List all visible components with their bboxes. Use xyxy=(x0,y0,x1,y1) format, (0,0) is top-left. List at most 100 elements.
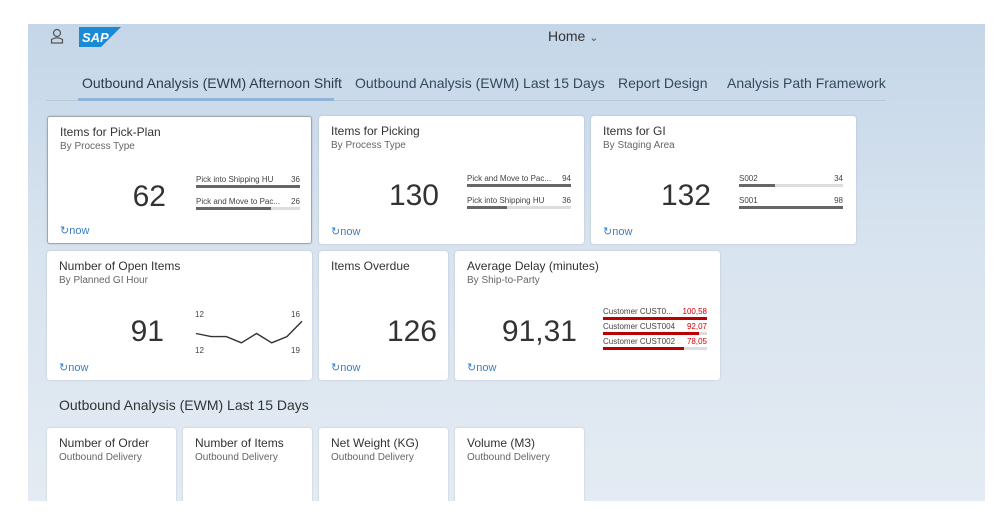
tab-analysis-path[interactable]: Analysis Path Framework xyxy=(727,75,886,91)
bar-label: Customer CUST002 xyxy=(603,337,676,346)
section-title: Outbound Analysis (EWM) Last 15 Days xyxy=(59,397,309,413)
bar-label: Pick and Move to Pac... xyxy=(196,197,281,206)
refresh-status: ↻now xyxy=(331,226,361,238)
sparkline xyxy=(195,320,303,344)
bar-track xyxy=(196,185,300,188)
bar-label: Pick into Shipping HU xyxy=(467,196,545,205)
tile-title: Number of Open Items xyxy=(59,259,181,273)
sparkline-label: 12 xyxy=(195,346,204,355)
refresh-icon: ↻ xyxy=(331,226,341,238)
tile-subtitle: By Staging Area xyxy=(603,140,675,151)
tile-subtitle: By Planned GI Hour xyxy=(59,275,148,286)
tile-value: 130 xyxy=(388,179,439,212)
sap-logo[interactable]: SAP xyxy=(79,27,121,47)
tile-items-pick-plan[interactable]: Items for Pick-Plan By Process Type 62 P… xyxy=(47,116,312,244)
bar-value: 100,58 xyxy=(682,307,707,316)
tile-average-delay[interactable]: Average Delay (minutes) By Ship-to-Party… xyxy=(455,251,720,380)
tile-volume[interactable]: Volume (M3) Outbound Delivery xyxy=(455,428,584,501)
tab-last-15-days[interactable]: Outbound Analysis (EWM) Last 15 Days xyxy=(355,75,605,91)
tile-subtitle: Outbound Delivery xyxy=(331,452,414,463)
tile-items-gi[interactable]: Items for GI By Staging Area 132 S002 34 S… xyxy=(591,116,856,244)
bar-value: 78,05 xyxy=(686,337,707,346)
bar-label: S001 xyxy=(739,196,758,205)
tile-subtitle: By Process Type xyxy=(60,141,135,152)
refresh-icon: ↻ xyxy=(59,362,69,374)
bar-track xyxy=(603,332,707,335)
tile-title: Number of Items xyxy=(195,436,284,450)
bar-label: Customer CUST0... xyxy=(603,307,673,316)
bar-value: 36 xyxy=(562,196,571,205)
sparkline-path xyxy=(195,320,303,344)
tile-subtitle: Outbound Delivery xyxy=(467,452,550,463)
launchpad-shell: SAP Home ⌄ Outbound Analysis (EWM) After… xyxy=(28,24,985,501)
tile-value: 91,31 xyxy=(501,315,577,348)
refresh-status: ↻now xyxy=(603,226,633,238)
tile-subtitle: By Process Type xyxy=(331,140,406,151)
tile-title: Average Delay (minutes) xyxy=(467,259,599,273)
bar-value: 36 xyxy=(291,175,300,184)
refresh-icon: ↻ xyxy=(467,362,477,374)
bar-value: 26 xyxy=(291,197,300,206)
tile-subtitle: By Ship-to-Party xyxy=(467,275,540,286)
bar-fill xyxy=(739,206,843,209)
home-menu[interactable]: Home ⌄ xyxy=(548,28,598,44)
tab-divider xyxy=(46,100,886,101)
tile-items-overdue[interactable]: Items Overdue 126 ↻now xyxy=(319,251,448,380)
tile-net-weight[interactable]: Net Weight (KG) Outbound Delivery xyxy=(319,428,448,501)
bar-track xyxy=(603,317,707,320)
tile-value: 126 xyxy=(386,315,437,348)
bar-label: Pick and Move to Pac... xyxy=(467,174,552,183)
tab-selected-indicator xyxy=(78,98,334,101)
user-icon[interactable] xyxy=(50,28,64,44)
tile-number-of-items[interactable]: Number of Items Outbound Delivery xyxy=(183,428,312,501)
bar-fill xyxy=(467,184,571,187)
chevron-down-icon: ⌄ xyxy=(589,32,599,44)
tile-title: Items Overdue xyxy=(331,259,410,273)
bar-fill xyxy=(603,317,707,320)
refresh-icon: ↻ xyxy=(331,362,341,374)
bar-value: 34 xyxy=(834,174,843,183)
bar-track xyxy=(467,184,571,187)
bar-fill xyxy=(467,206,507,209)
bar-value: 98 xyxy=(834,196,843,205)
refresh-status: ↻now xyxy=(467,362,497,374)
bar-fill xyxy=(196,185,300,188)
sparkline-label: 16 xyxy=(291,310,300,319)
home-label: Home xyxy=(548,28,586,44)
tile-title: Number of Order xyxy=(59,436,150,450)
tile-title: Net Weight (KG) xyxy=(331,436,419,450)
bar-fill xyxy=(196,207,271,210)
svg-text:SAP: SAP xyxy=(82,30,109,45)
refresh-status: ↻now xyxy=(331,362,361,374)
tile-value: 62 xyxy=(132,180,166,213)
bar-label: Customer CUST004 xyxy=(603,322,676,331)
bar-fill xyxy=(603,347,685,350)
bar-track xyxy=(739,206,843,209)
refresh-icon: ↻ xyxy=(60,225,70,237)
tile-title: Items for Pick-Plan xyxy=(60,125,161,139)
tab-afternoon-shift[interactable]: Outbound Analysis (EWM) Afternoon Shift xyxy=(82,75,342,91)
tile-subtitle: Outbound Delivery xyxy=(59,452,142,463)
bar-fill xyxy=(739,184,776,187)
sparkline-label: 12 xyxy=(195,310,204,319)
bar-track xyxy=(467,206,571,209)
tile-title: Items for GI xyxy=(603,124,666,138)
tile-subtitle: Outbound Delivery xyxy=(195,452,278,463)
tile-title: Items for Picking xyxy=(331,124,420,138)
bar-track xyxy=(196,207,300,210)
bar-track xyxy=(739,184,843,187)
bar-value: 92,07 xyxy=(686,322,707,331)
bar-label: Pick into Shipping HU xyxy=(196,175,274,184)
refresh-icon: ↻ xyxy=(603,226,613,238)
tile-number-of-order[interactable]: Number of Order Outbound Delivery xyxy=(47,428,176,501)
tile-title: Volume (M3) xyxy=(467,436,536,450)
refresh-status: ↻now xyxy=(60,225,90,237)
tile-open-items[interactable]: Number of Open Items By Planned GI Hour … xyxy=(47,251,312,380)
bar-value: 94 xyxy=(562,174,571,183)
tile-items-picking[interactable]: Items for Picking By Process Type 130 Pi… xyxy=(319,116,584,244)
bar-label: S002 xyxy=(739,174,758,183)
tab-report-design[interactable]: Report Design xyxy=(618,75,708,91)
bar-fill xyxy=(603,332,699,335)
refresh-status: ↻now xyxy=(59,362,89,374)
bar-track xyxy=(603,347,707,350)
